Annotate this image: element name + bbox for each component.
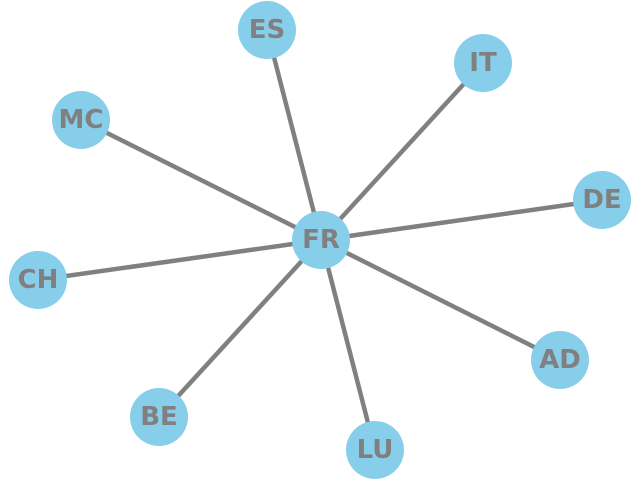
- node-mc: MC: [52, 91, 110, 149]
- edge-fr-mc: [78, 117, 324, 243]
- node-fr: FR: [292, 211, 350, 269]
- node-de: DE: [573, 171, 631, 229]
- node-label-ad: AD: [539, 345, 581, 375]
- edge-fr-es: [264, 27, 324, 243]
- edge-fr-it: [318, 60, 486, 243]
- node-label-mc: MC: [59, 105, 104, 135]
- edge-fr-lu: [318, 237, 378, 453]
- node-label-lu: LU: [357, 435, 394, 465]
- graph-nodes: FR ES IT MC DE CH AD BE LU: [9, 1, 631, 479]
- node-label-ch: CH: [18, 265, 59, 295]
- node-it: IT: [454, 34, 512, 92]
- node-ad: AD: [531, 331, 589, 389]
- node-lu: LU: [346, 421, 404, 479]
- node-circle-de: [573, 171, 631, 229]
- node-circle-es: [238, 1, 296, 59]
- node-circle-fr: [292, 211, 350, 269]
- edge-fr-ad: [318, 237, 563, 363]
- graph-edges: [35, 27, 605, 453]
- node-circle-ch: [9, 251, 67, 309]
- node-label-de: DE: [582, 185, 621, 215]
- edge-fr-be: [156, 237, 324, 420]
- node-circle-lu: [346, 421, 404, 479]
- edge-fr-de: [318, 197, 605, 243]
- node-label-fr: FR: [302, 225, 340, 255]
- node-ch: CH: [9, 251, 67, 309]
- node-es: ES: [238, 1, 296, 59]
- node-circle-be: [130, 388, 188, 446]
- node-be: BE: [130, 388, 188, 446]
- node-label-be: BE: [140, 402, 178, 432]
- node-circle-it: [454, 34, 512, 92]
- edge-fr-ch: [35, 237, 324, 283]
- node-circle-ad: [531, 331, 589, 389]
- node-circle-mc: [52, 91, 110, 149]
- node-label-es: ES: [249, 15, 286, 45]
- node-label-it: IT: [469, 48, 497, 78]
